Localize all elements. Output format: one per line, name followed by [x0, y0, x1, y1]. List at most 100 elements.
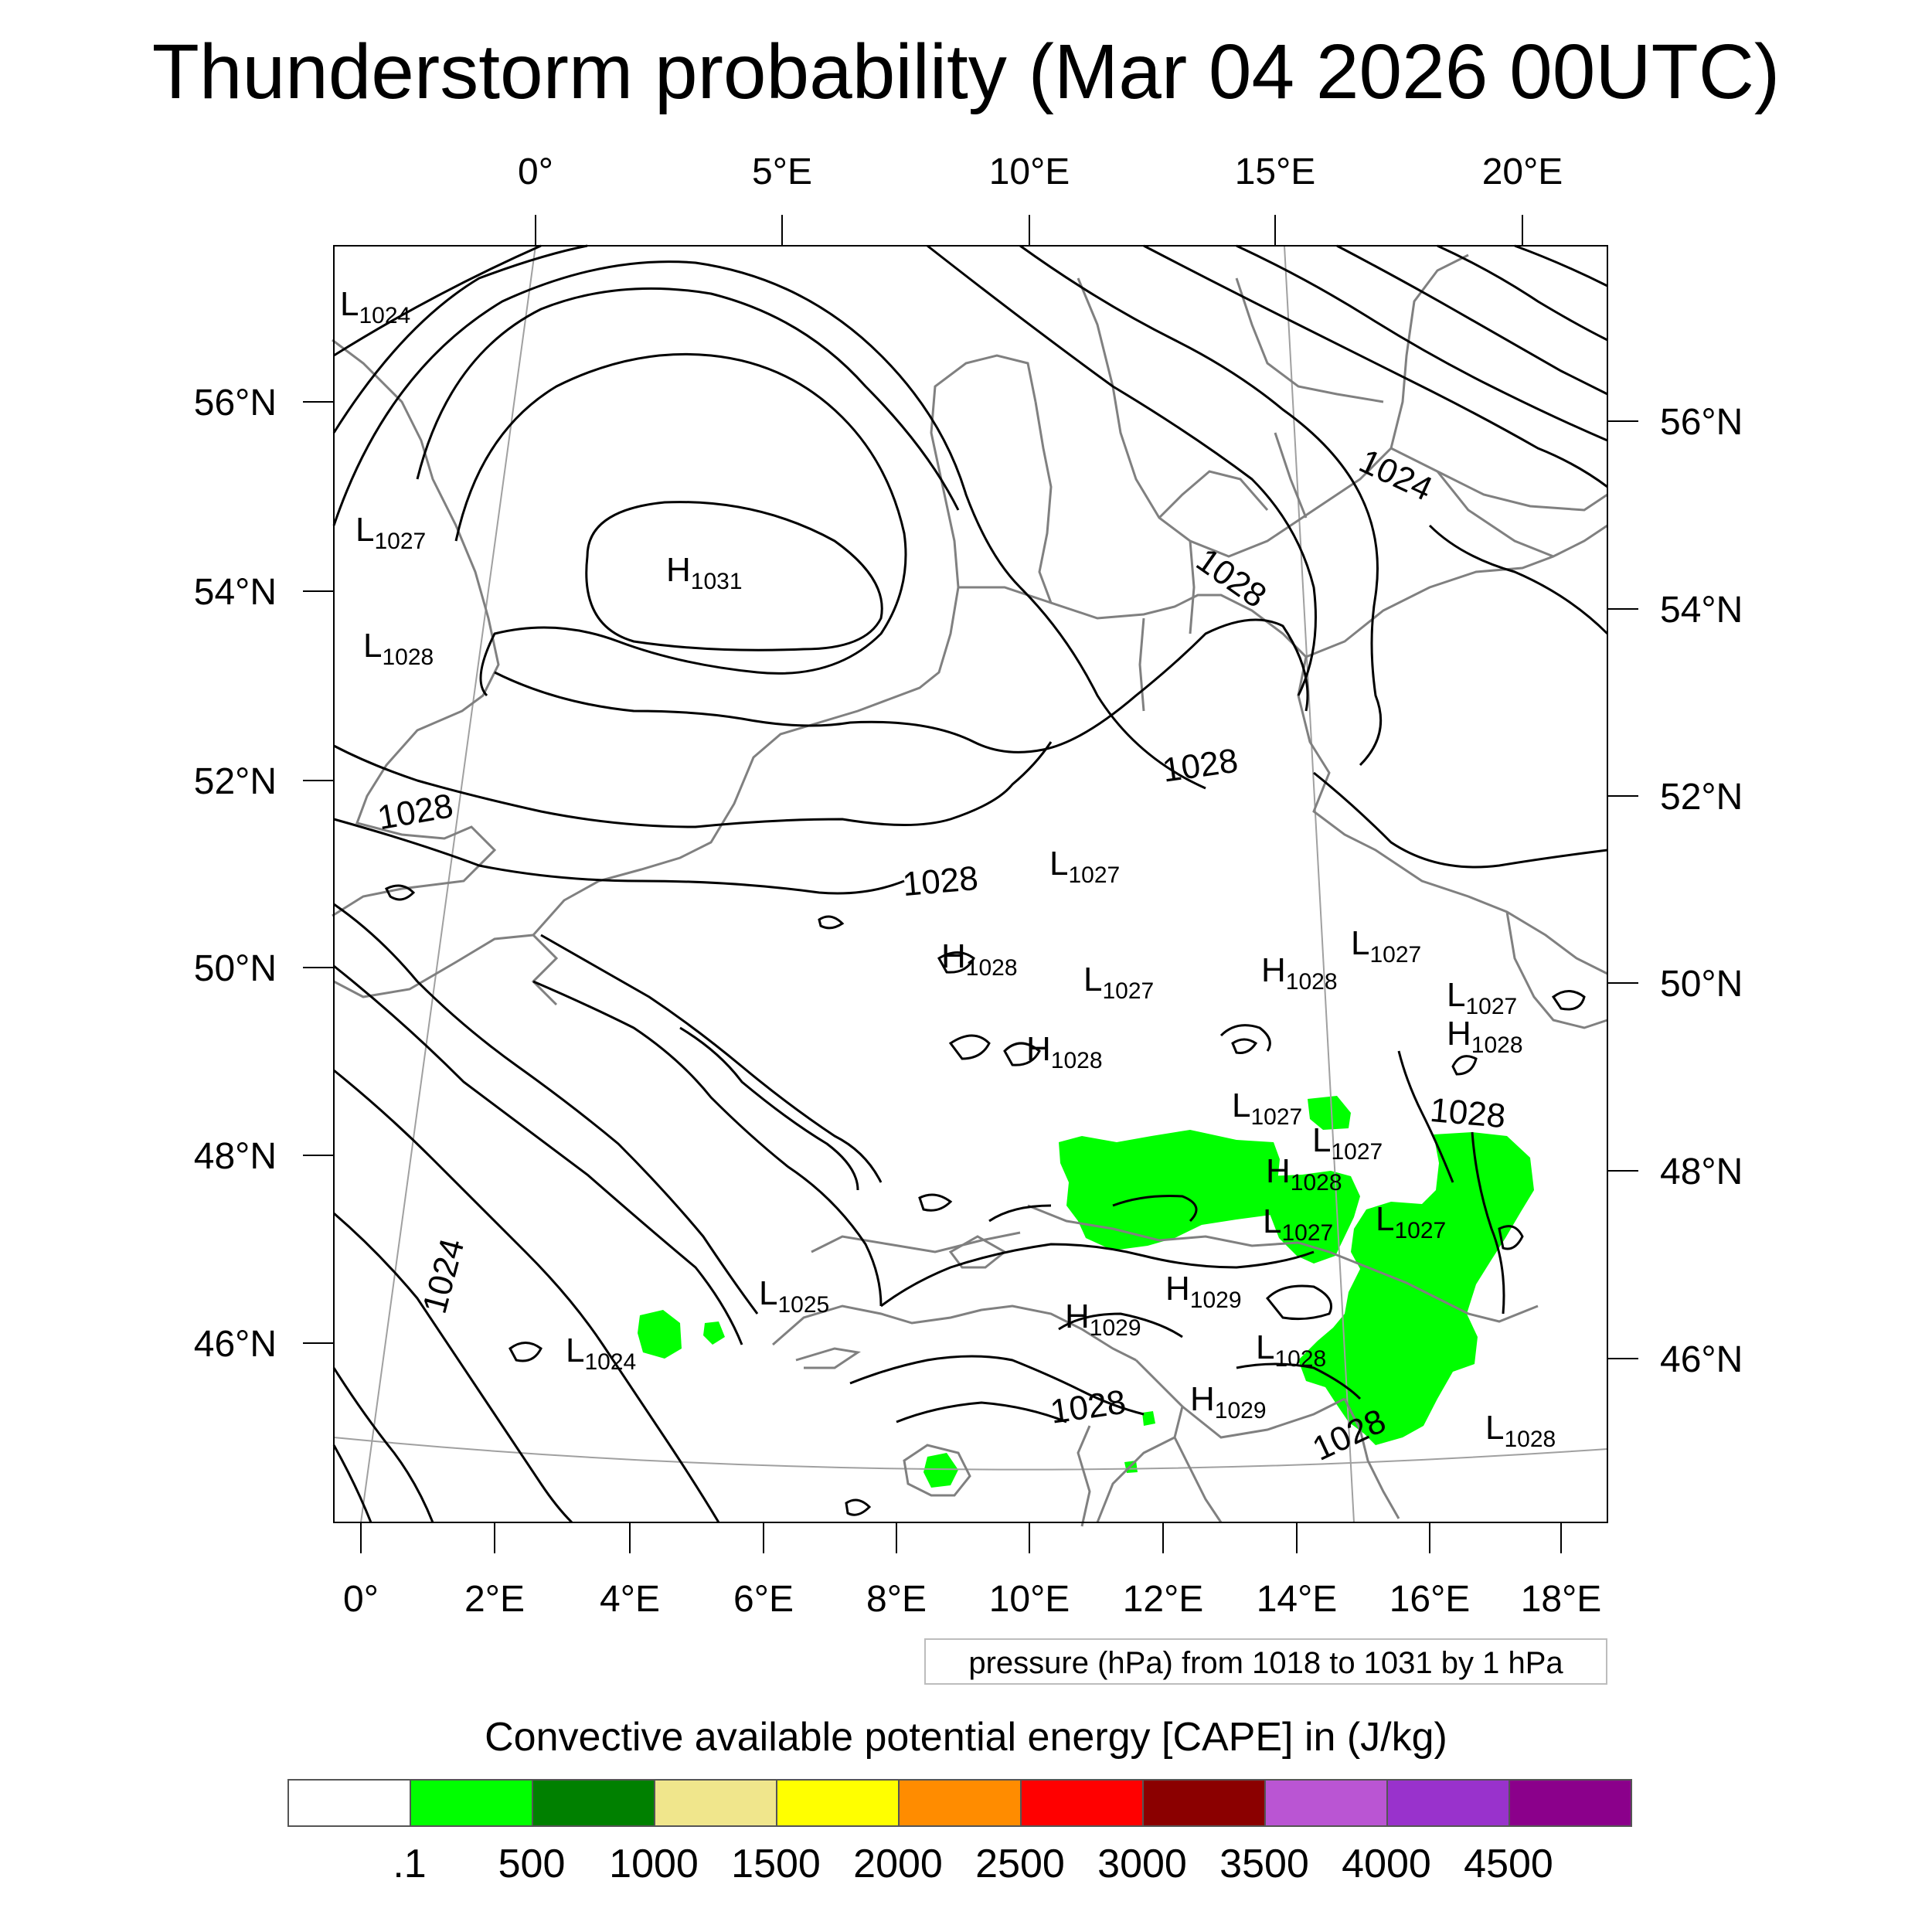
right-lat-label: 56°N — [1660, 402, 1743, 443]
bottom-lon-labels: 0° 2°E 4°E 6°E 8°E 10°E 12°E 14°E 16°E 1… — [343, 1579, 1601, 1620]
colorbar-label: 500 — [498, 1842, 566, 1886]
cape-area-ridge — [1267, 1171, 1360, 1264]
bottom-lon-label: 18°E — [1521, 1579, 1602, 1620]
colorbar-swatch — [1142, 1779, 1266, 1827]
bottom-lon-label: 8°E — [866, 1579, 927, 1620]
colorbar-label: 1500 — [731, 1842, 821, 1886]
right-lat-label: 52°N — [1660, 777, 1743, 818]
isobar-label: 1024 — [1353, 442, 1437, 509]
pressure-center: L1027 — [355, 511, 426, 554]
colorbar-labels: .1 500 1000 1500 2000 2500 3000 3500 4000 4500 — [0, 1841, 1932, 1895]
left-lat-label: 52°N — [194, 761, 277, 802]
colorbar-swatch — [776, 1779, 900, 1827]
left-lat-label: 50°N — [194, 948, 277, 989]
colorbar-swatch — [287, 1779, 411, 1827]
top-lon-label: 0° — [518, 151, 553, 192]
cape-area-west-b — [703, 1321, 725, 1345]
pressure-center: H1028 — [1026, 1030, 1103, 1073]
colorbar-title: Convective available potential energy [C… — [485, 1715, 1447, 1760]
isobar-label: 1028 — [1189, 541, 1273, 615]
bottom-lon-label: 2°E — [464, 1579, 525, 1620]
pressure-center: H1028 — [1261, 951, 1338, 995]
isobars — [332, 244, 1609, 1524]
pressure-center: H1028 — [1266, 1152, 1342, 1196]
isobar-label: 1024 — [416, 1235, 472, 1318]
pressure-center: L1027 — [1083, 961, 1154, 1004]
pressure-center: L1027 — [1312, 1121, 1383, 1165]
isobar-label: 1028 — [1048, 1383, 1128, 1431]
pressure-center: L1027 — [1263, 1202, 1333, 1246]
colorbar-label: 2000 — [853, 1842, 943, 1886]
colorbar-label: 3500 — [1219, 1842, 1309, 1886]
colorbar-label: 4500 — [1464, 1842, 1553, 1886]
map-title: Thunderstorm probability (Mar 04 2026 00… — [151, 29, 1781, 115]
pressure-center: H1029 — [1190, 1380, 1267, 1423]
colorbar-swatch — [898, 1779, 1022, 1827]
bottom-lon-label: 6°E — [733, 1579, 794, 1620]
colorbar-swatch — [1264, 1779, 1388, 1827]
right-lat-label: 48°N — [1660, 1151, 1743, 1192]
colorbar-label: .1 — [393, 1842, 427, 1886]
top-lon-label: 10°E — [989, 151, 1070, 192]
pressure-center: L1027 — [1376, 1200, 1446, 1243]
isobar-label: 1028 — [1428, 1091, 1507, 1135]
pressure-note: pressure (hPa) from 1018 to 1031 by 1 hP… — [924, 1638, 1607, 1685]
pressure-center: L1024 — [340, 285, 410, 328]
pressure-center: H1031 — [666, 551, 743, 594]
top-lon-labels: 0° 5°E 10°E 15°E 20°E — [518, 151, 1563, 192]
colorbar-swatch — [1020, 1779, 1144, 1827]
colorbar-label: 3000 — [1097, 1842, 1187, 1886]
colorbar-label: 4000 — [1342, 1842, 1431, 1886]
pressure-centers: L1024 L1027 H1031 L1028 L1027 H1028 L102… — [340, 285, 1556, 1452]
bottom-lon-label: 0° — [343, 1579, 379, 1620]
right-lat-label: 46°N — [1660, 1339, 1743, 1380]
left-lat-label: 48°N — [194, 1136, 277, 1177]
pressure-center: L1024 — [566, 1332, 636, 1375]
left-lat-label: 56°N — [194, 383, 277, 423]
pressure-center: L1028 — [363, 627, 434, 670]
left-lat-label: 54°N — [194, 572, 277, 613]
pressure-center: L1025 — [759, 1274, 829, 1318]
bottom-lon-label: 14°E — [1257, 1579, 1338, 1620]
cape-area-north — [1308, 1096, 1351, 1130]
cape-area-corsica — [923, 1453, 958, 1488]
bottom-lon-label: 10°E — [989, 1579, 1070, 1620]
bottom-lon-label: 4°E — [600, 1579, 660, 1620]
right-lat-labels: 56°N 54°N 52°N 50°N 48°N 46°N — [1660, 402, 1743, 1380]
right-lat-label: 50°N — [1660, 964, 1743, 1005]
colorbar-swatch — [1509, 1779, 1632, 1827]
isobar-label: 1028 — [901, 859, 980, 903]
cape-area-west-a — [638, 1310, 682, 1359]
top-lon-label: 15°E — [1235, 151, 1316, 192]
colorbar-swatch — [410, 1779, 533, 1827]
pressure-center: H1029 — [1065, 1298, 1141, 1341]
colorbar-swatch — [654, 1779, 777, 1827]
top-lon-label: 5°E — [752, 151, 812, 192]
colorbar-swatch — [532, 1779, 655, 1827]
right-lat-label: 54°N — [1660, 590, 1743, 631]
pressure-center: L1027 — [1232, 1087, 1302, 1130]
pressure-center: H1028 — [1447, 1015, 1523, 1058]
left-lat-labels: 56°N 54°N 52°N 50°N 48°N 46°N — [194, 383, 277, 1365]
colorbar-label: 1000 — [609, 1842, 699, 1886]
isobar-label: 1028 — [375, 787, 456, 837]
colorbar-label: 2500 — [975, 1842, 1065, 1886]
pressure-center: L1028 — [1485, 1409, 1556, 1452]
cape-area-central — [1059, 1130, 1280, 1250]
bottom-lon-label: 16°E — [1389, 1579, 1471, 1620]
map-frame — [333, 245, 1608, 1523]
colorbar-swatch — [1386, 1779, 1510, 1827]
bottom-lon-label: 12°E — [1123, 1579, 1204, 1620]
left-lat-label: 46°N — [194, 1324, 277, 1365]
coastlines — [332, 253, 1608, 1527]
pressure-center: H1028 — [941, 937, 1018, 981]
isobar-label: 1028 — [1160, 742, 1240, 790]
colorbar — [287, 1779, 1632, 1827]
pressure-center: L1027 — [1049, 845, 1120, 888]
top-lon-label: 20°E — [1482, 151, 1563, 192]
pressure-center: L1027 — [1351, 924, 1421, 968]
axis-ticks — [303, 215, 1638, 1553]
pressure-center: H1029 — [1165, 1270, 1242, 1313]
